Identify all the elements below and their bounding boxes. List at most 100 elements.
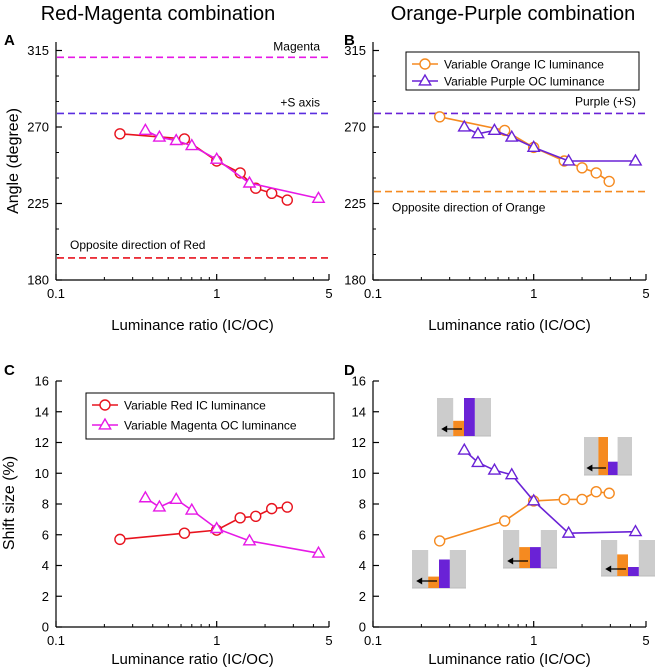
x-tick-label: 0.1 — [364, 633, 382, 648]
y-tick-label: 16 — [352, 374, 366, 389]
series-line — [119, 506, 288, 541]
data-point — [471, 126, 485, 139]
data-point — [184, 138, 199, 151]
inset-surround-right — [617, 437, 632, 475]
data-point — [504, 467, 519, 480]
y-tick-label: 8 — [42, 497, 49, 512]
data-point — [457, 442, 472, 455]
inset-surround-right — [638, 540, 655, 576]
data-point — [487, 122, 502, 136]
inset-orange-bar — [598, 437, 608, 475]
data-point — [114, 533, 126, 546]
y-tick-label: 6 — [359, 527, 366, 542]
y-tick-label: 12 — [352, 435, 366, 450]
legend-marker — [418, 73, 432, 86]
panel-letter: C — [4, 362, 15, 379]
data-point — [457, 119, 472, 132]
data-point — [266, 187, 278, 200]
x-tick-label: 5 — [325, 286, 332, 301]
column-title-left: Red-Magenta combination — [41, 3, 276, 25]
data-point — [281, 194, 293, 206]
y-tick-label: 6 — [42, 527, 49, 542]
panel-letter: B — [344, 32, 355, 49]
y-tick-label: 270 — [27, 120, 49, 135]
data-point — [138, 122, 153, 136]
data-point — [184, 502, 199, 515]
stimulus-inset — [584, 437, 632, 476]
inset-purple-bar — [628, 567, 639, 576]
data-point — [152, 129, 167, 142]
y-tick-label: 180 — [344, 273, 366, 288]
reference-line-label: Purple (+S) — [575, 94, 636, 108]
data-point — [561, 525, 576, 538]
data-point — [433, 111, 446, 123]
y-tick-label: 315 — [27, 43, 49, 58]
reference-line-label: Magenta — [273, 39, 320, 53]
stimulus-inset — [503, 530, 557, 569]
inset-surround-right — [474, 398, 491, 436]
y-tick-label: 16 — [35, 374, 49, 389]
y-tick-label: 270 — [344, 120, 366, 135]
data-point — [628, 524, 643, 537]
legend-box — [405, 51, 640, 91]
data-point — [169, 491, 184, 504]
panel-B: B 180 225 270 315 0.1 1 5 Luminance ratio (IC/OC… — [344, 32, 650, 334]
inset-surround-left — [601, 540, 618, 576]
y-tick-label: 8 — [359, 497, 366, 512]
data-point — [576, 493, 588, 506]
x-tick-label: 1 — [213, 286, 220, 301]
data-point — [311, 545, 326, 558]
x-tick-label: 1 — [530, 633, 537, 648]
y-axis-label: Shift size (%) — [1, 456, 18, 550]
y-tick-label: 225 — [27, 196, 49, 211]
data-point — [178, 527, 191, 539]
data-point — [281, 501, 293, 513]
inset-purple-bar — [608, 461, 618, 475]
panel-C: C 0 2 4 6 8 10 12 14 16 0.1 1 5 Luminance ratio (IC/O… — [1, 362, 335, 667]
inset-arrow-head — [605, 565, 612, 573]
inset-arrow-head — [441, 425, 448, 433]
inset-surround-right — [449, 550, 466, 588]
x-axis-label: Luminance ratio (IC/OC) — [111, 651, 274, 667]
y-tick-label: 0 — [42, 620, 49, 635]
inset-orange-bar — [428, 576, 439, 588]
reference-line-label: Opposite direction of Red — [70, 238, 205, 252]
data-point — [526, 139, 541, 153]
data-point — [561, 153, 576, 166]
data-point — [590, 486, 602, 498]
panel-D: D 0 2 4 6 8 10 12 14 16 0.1 1 5 Luminance ratio (IC/O… — [344, 362, 655, 667]
data-point — [311, 190, 326, 204]
data-point — [209, 521, 224, 534]
y-tick-label: 4 — [359, 558, 366, 573]
series-line — [145, 129, 319, 200]
data-point — [152, 499, 167, 512]
x-tick-label: 5 — [642, 286, 649, 301]
legend-label: Variable Orange IC luminance — [444, 58, 604, 72]
x-tick-label: 1 — [530, 286, 537, 301]
data-point — [138, 490, 153, 503]
data-point — [242, 533, 257, 546]
data-point — [628, 153, 643, 166]
inset-surround-right — [540, 530, 557, 568]
x-tick-label: 0.1 — [47, 633, 65, 648]
data-point — [114, 128, 126, 140]
panel-letter: A — [4, 32, 15, 49]
data-point — [487, 462, 502, 475]
y-tick-label: 14 — [352, 404, 366, 419]
data-point — [603, 175, 615, 188]
x-tick-label: 5 — [642, 633, 649, 648]
inset-purple-bar — [464, 398, 475, 436]
x-tick-label: 0.1 — [47, 286, 65, 301]
inset-arrow-head — [586, 464, 593, 472]
data-point — [558, 493, 570, 506]
y-tick-label: 10 — [35, 466, 49, 481]
inset-surround-left — [503, 530, 520, 568]
data-point — [433, 535, 446, 547]
x-axis-label: Luminance ratio (IC/OC) — [111, 317, 274, 334]
y-tick-label: 10 — [352, 466, 366, 481]
data-point — [471, 455, 485, 468]
x-tick-label: 5 — [325, 633, 332, 648]
y-tick-label: 0 — [359, 620, 366, 635]
y-tick-label: 225 — [344, 196, 366, 211]
inset-surround-left — [584, 437, 599, 475]
